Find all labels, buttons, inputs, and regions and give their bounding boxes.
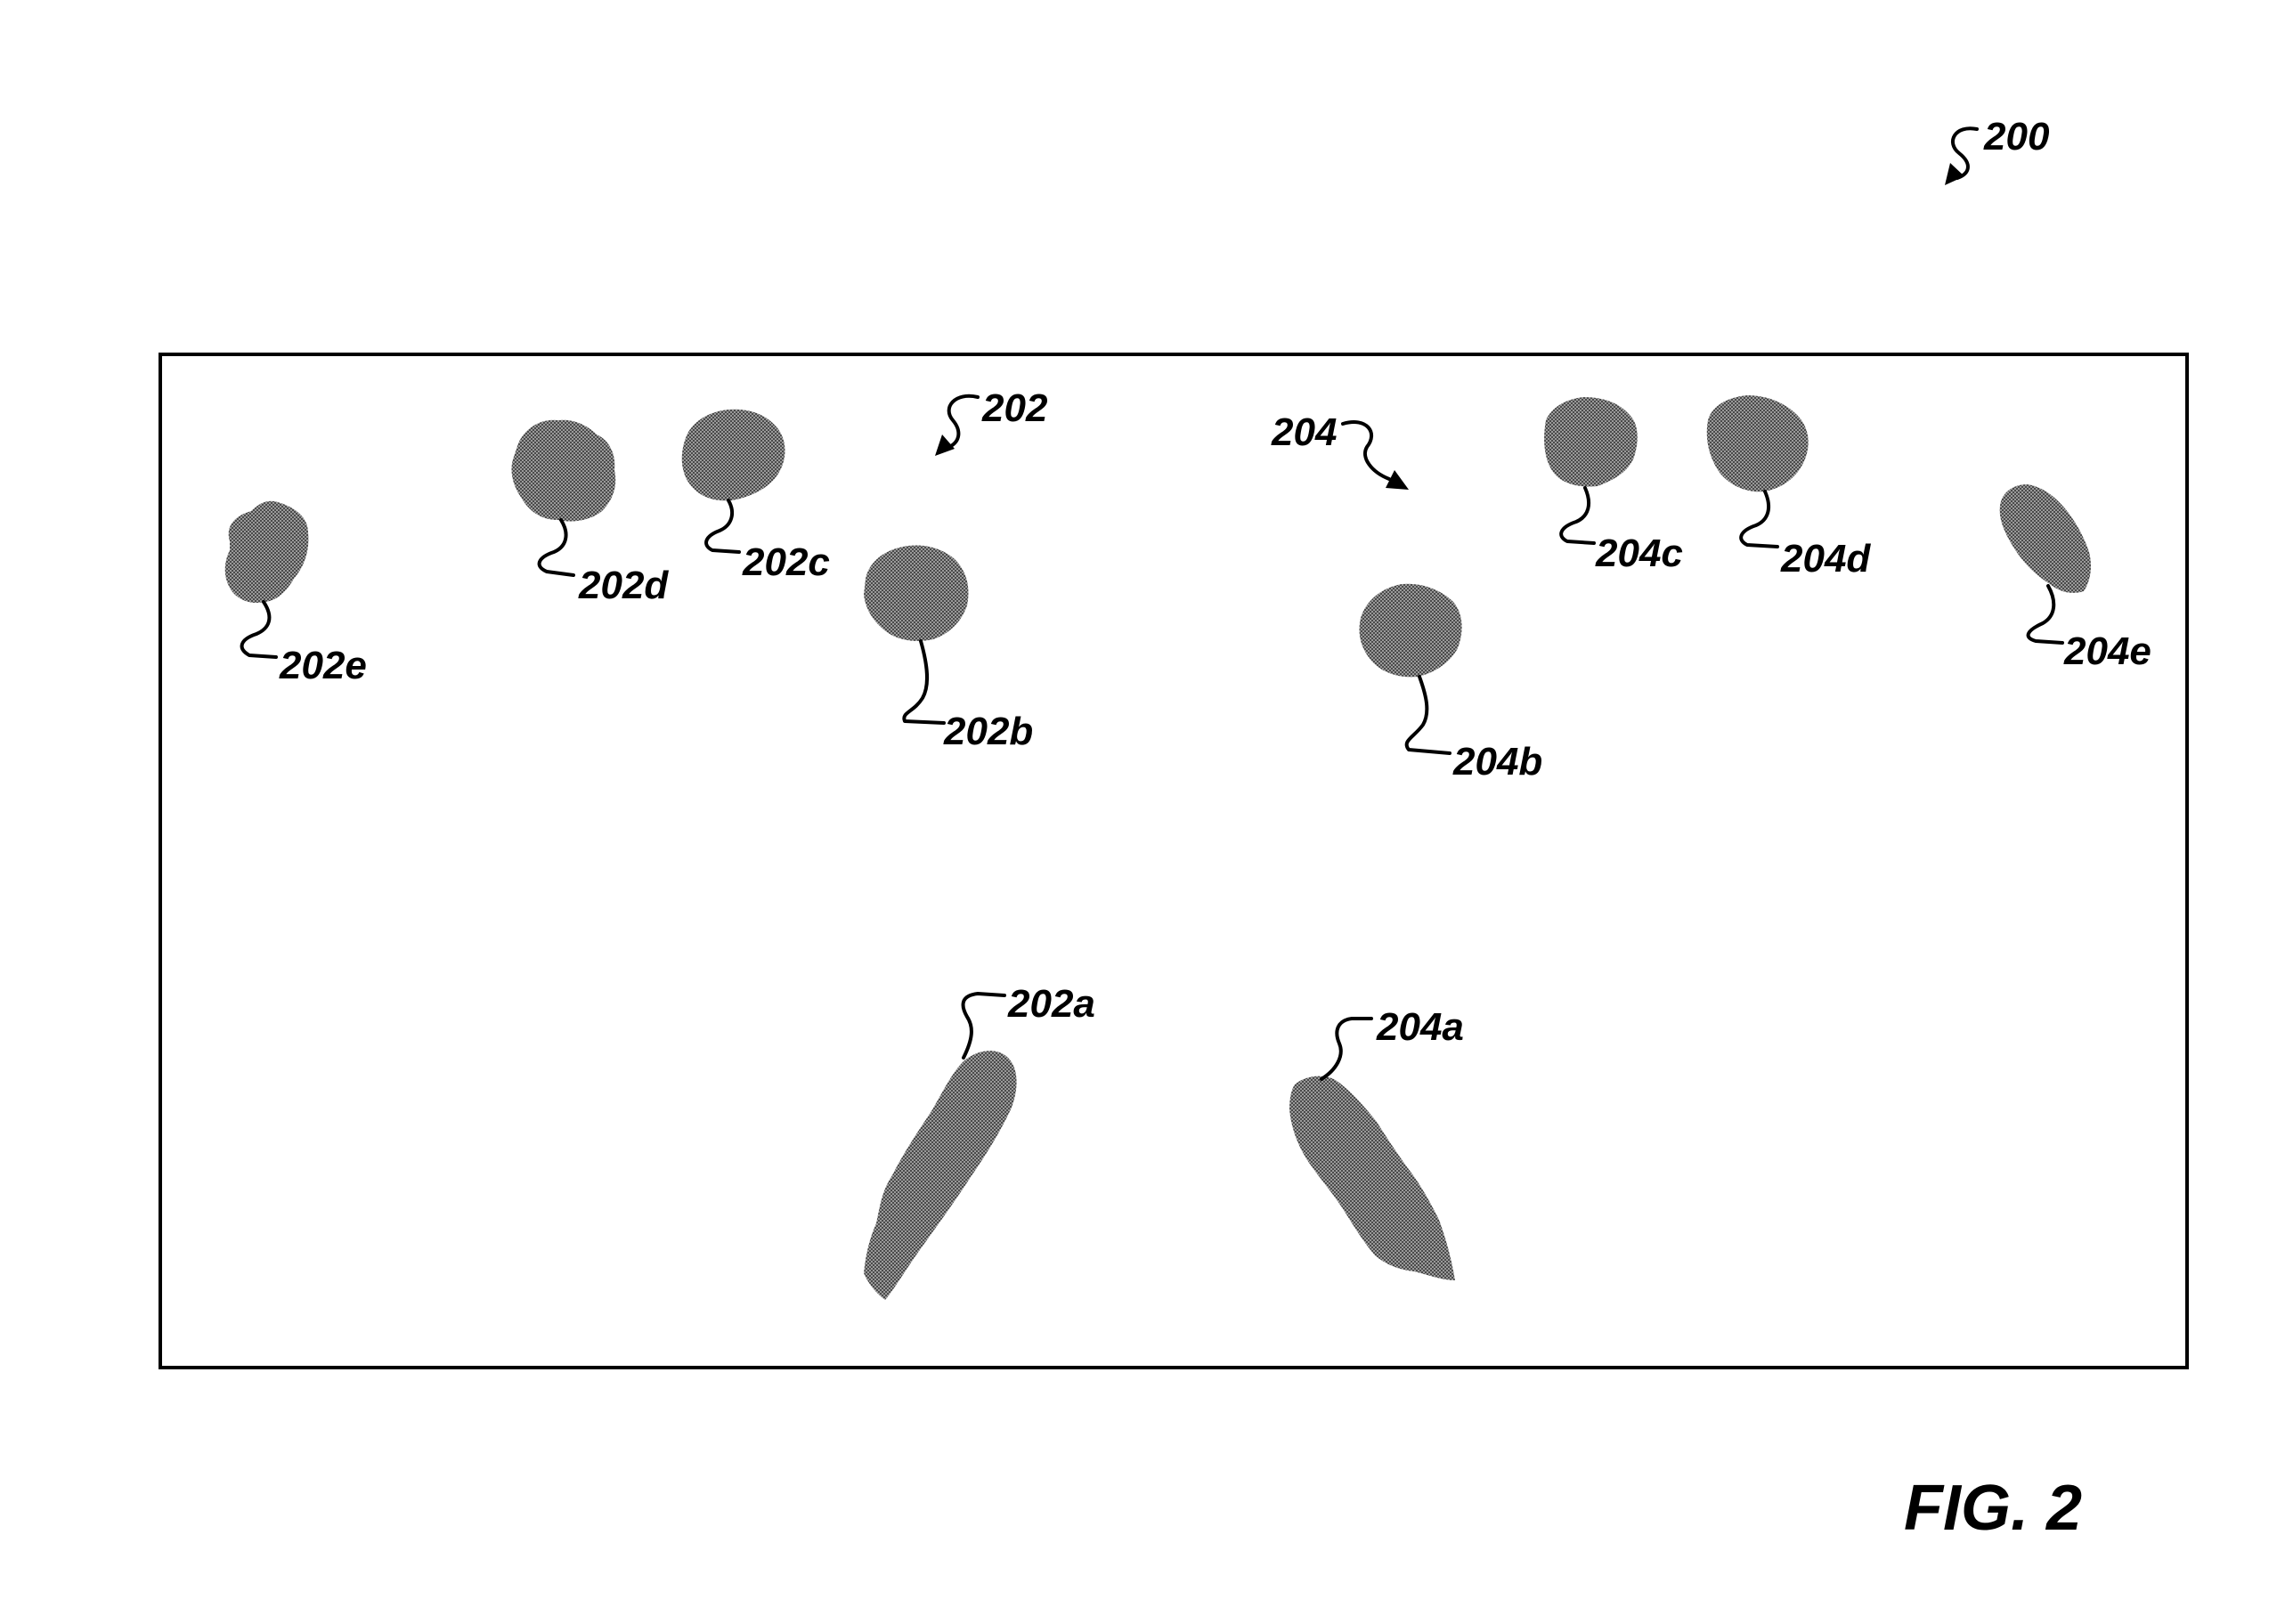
leader-202e xyxy=(242,602,276,657)
blob-204a xyxy=(1289,1076,1455,1280)
label-202c: 202c xyxy=(742,540,830,584)
element-202a: 202a xyxy=(864,982,1095,1300)
group-204-leader xyxy=(1343,422,1389,479)
leader-202a xyxy=(964,994,1004,1058)
leader-202c xyxy=(706,500,739,552)
group-202-reference: 202 xyxy=(935,386,1048,456)
label-202e: 202e xyxy=(279,644,367,687)
group-204-label: 204 xyxy=(1271,410,1337,454)
element-202c: 202c xyxy=(682,410,830,584)
element-202b: 202b xyxy=(864,546,1033,753)
label-204d: 204d xyxy=(1780,537,1871,581)
blob-202d xyxy=(511,420,615,522)
group-202-label: 202 xyxy=(981,386,1048,430)
figure-reference-200: 200 xyxy=(1945,115,2050,185)
blob-202e xyxy=(225,501,309,603)
leader-204d xyxy=(1741,491,1777,547)
blob-204d xyxy=(1707,395,1809,491)
blob-204c xyxy=(1544,397,1638,486)
label-202b: 202b xyxy=(943,710,1033,753)
figure-number-label: 200 xyxy=(1983,115,2050,158)
label-204c: 204c xyxy=(1595,532,1683,575)
label-204a: 204a xyxy=(1376,1005,1464,1049)
leader-204b xyxy=(1407,677,1450,753)
leader-202b xyxy=(904,641,944,723)
element-204a: 204a xyxy=(1289,1005,1464,1280)
leader-204a xyxy=(1321,1019,1371,1079)
group-204-reference: 204 xyxy=(1271,410,1409,490)
label-202a: 202a xyxy=(1007,982,1095,1026)
label-202d: 202d xyxy=(578,564,669,607)
element-204e: 204e xyxy=(2000,484,2151,673)
blob-202b xyxy=(864,546,968,641)
element-202e: 202e xyxy=(225,501,367,687)
leader-202d xyxy=(540,520,573,575)
element-202d: 202d xyxy=(511,420,669,607)
element-204d: 204d xyxy=(1707,395,1872,581)
element-204c: 204c xyxy=(1544,397,1683,575)
arrowhead-icon xyxy=(1945,163,1964,185)
blob-202a xyxy=(864,1051,1017,1300)
leader-204e xyxy=(2029,586,2062,643)
leader-204c xyxy=(1561,488,1594,543)
group-202-leader xyxy=(949,396,978,447)
diagram-frame xyxy=(160,354,2187,1368)
blob-204e xyxy=(2000,484,2091,593)
blob-202c xyxy=(682,410,785,501)
figure-caption: FIG. 2 xyxy=(1904,1473,2082,1544)
blob-204b xyxy=(1360,584,1462,678)
label-204b: 204b xyxy=(1452,740,1542,784)
label-204e: 204e xyxy=(2063,629,2151,673)
element-204b: 204b xyxy=(1360,584,1543,784)
